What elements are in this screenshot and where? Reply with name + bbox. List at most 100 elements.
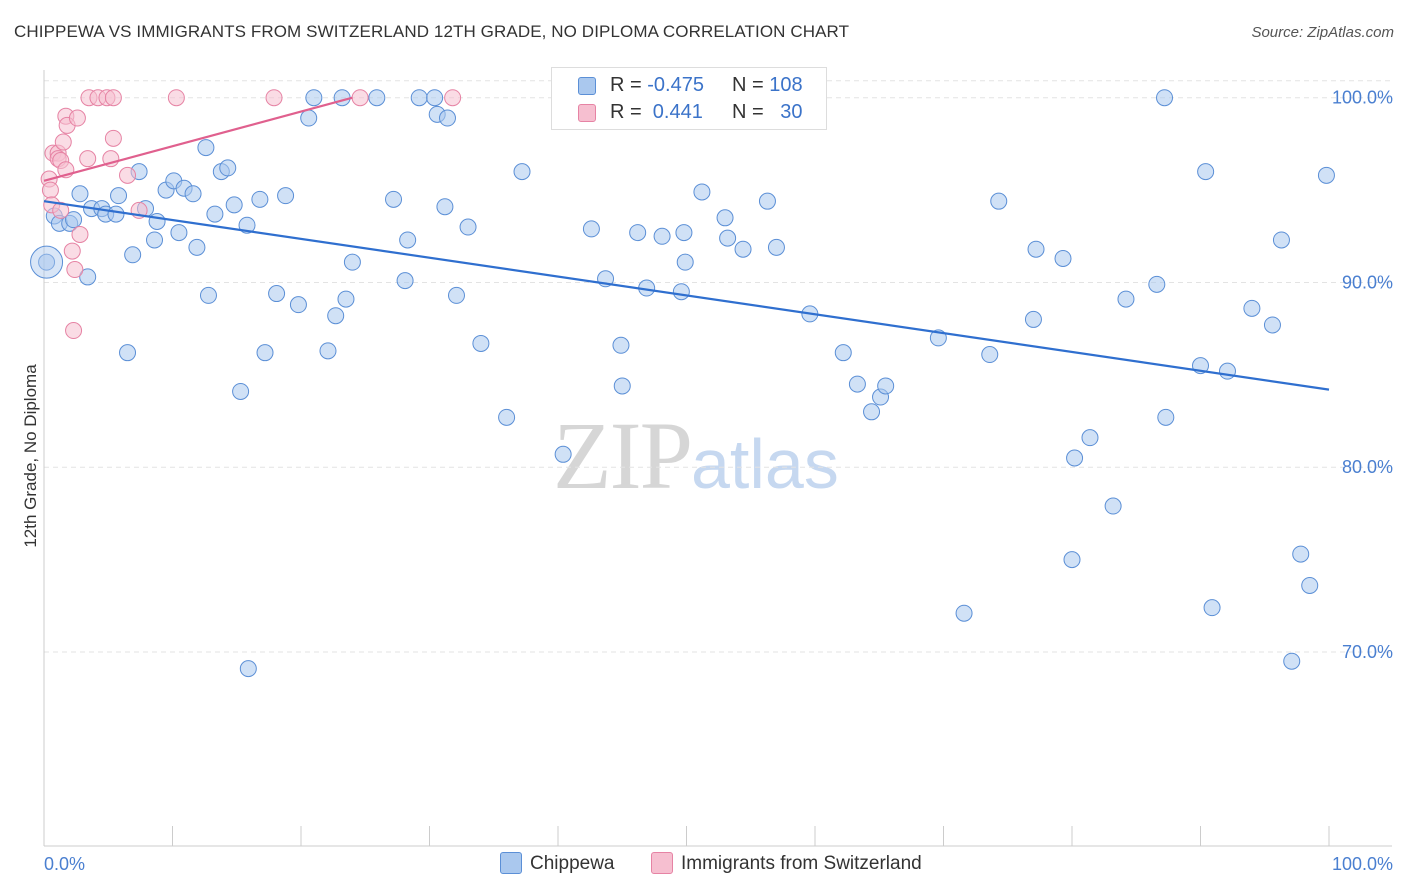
y-tick-label: 80.0%: [1342, 457, 1393, 477]
n-label: N =: [732, 101, 770, 123]
chippewa-point: [1063, 551, 1081, 569]
y-tick-label: 100.0%: [1332, 88, 1393, 108]
chippewa-point: [990, 192, 1008, 210]
swiss-point: [52, 201, 70, 219]
swiss-point: [71, 225, 89, 243]
chippewa-point: [498, 408, 516, 426]
chippewa-point: [758, 192, 776, 210]
chippewa-point: [300, 109, 318, 127]
chippewa-point: [110, 187, 128, 205]
chippewa-point: [256, 344, 274, 362]
swiss-point: [79, 150, 97, 168]
chippewa-point: [734, 240, 752, 258]
chippewa-point: [268, 285, 286, 303]
source-credit: Source: ZipAtlas.com: [1251, 24, 1394, 41]
chippewa-point: [438, 109, 456, 127]
chippewa-point: [472, 334, 490, 352]
stats-legend: R = -0.475 N = 108 R = 0.441 N = 30: [551, 67, 827, 130]
chippewa-point: [343, 253, 361, 271]
chippewa-point: [337, 290, 355, 308]
chippewa-trend-line: [43, 200, 1330, 391]
swiss-points: [40, 89, 462, 340]
gridlines: [44, 80, 1392, 653]
swiss-trend-line: [43, 96, 353, 182]
chippewa-point: [1283, 652, 1301, 670]
chippewa-point: [333, 89, 351, 107]
chippewa-point: [79, 268, 97, 286]
swiss-point: [65, 322, 83, 340]
r-value: -0.475: [647, 74, 704, 96]
legend-label-chippewa: Chippewa: [530, 853, 615, 874]
chippewa-point: [554, 445, 572, 463]
swiss-point: [66, 261, 84, 279]
x-ticks: [43, 826, 1330, 846]
chippewa-point: [436, 198, 454, 216]
chippewa-point: [981, 346, 999, 364]
chippewa-point: [613, 377, 631, 395]
swiss-point: [444, 89, 462, 107]
chippewa-point: [197, 139, 215, 157]
chippewa-point: [675, 224, 693, 242]
chippewa-point: [71, 185, 89, 203]
chippewa-point: [1218, 362, 1236, 380]
n-value: 108: [769, 74, 803, 96]
legend-swatch-chippewa: [578, 77, 596, 95]
chippewa-point: [385, 190, 403, 208]
chippewa-point: [1157, 408, 1175, 426]
chippewa-point: [327, 307, 345, 325]
chippewa-point: [119, 344, 137, 362]
swiss-point: [167, 89, 185, 107]
chippewa-point: [1272, 231, 1290, 249]
chippewa-point: [399, 231, 417, 249]
chippewa-point: [289, 296, 307, 314]
chippewa-point: [1156, 89, 1174, 107]
chippewa-point: [676, 253, 694, 271]
trend-lines: [43, 96, 1330, 391]
y-tick-labels: 70.0% 80.0% 90.0% 100.0%: [1332, 88, 1393, 662]
legend-swatch-swiss: [578, 104, 596, 122]
watermark-atlas: atlas: [691, 425, 839, 503]
y-axis-title: 12th Grade, No Diploma: [21, 364, 40, 548]
chippewa-point: [513, 163, 531, 181]
swiss-point: [265, 89, 283, 107]
swiss-point: [68, 109, 86, 127]
chippewa-point: [693, 183, 711, 201]
chippewa-point: [1263, 316, 1281, 334]
y-tick-label: 70.0%: [1342, 642, 1393, 662]
swiss-point: [104, 129, 122, 147]
chippewa-point: [277, 187, 295, 205]
x-tick-label-max: 100.0%: [1332, 854, 1393, 874]
swiss-point: [119, 166, 137, 184]
chippewa-point: [305, 89, 323, 107]
chippewa-point: [955, 604, 973, 622]
chippewa-point: [206, 205, 224, 223]
n-value: 30: [780, 101, 803, 123]
chippewa-point: [716, 209, 734, 227]
chippewa-point: [38, 253, 56, 271]
legend-item-chippewa: Chippewa: [500, 852, 615, 875]
chippewa-point: [1301, 576, 1319, 594]
r-label: R =: [610, 74, 648, 96]
chippewa-point: [239, 660, 257, 678]
chippewa-point: [447, 286, 465, 304]
chippewa-point: [653, 227, 671, 245]
chippewa-point: [582, 220, 600, 238]
chippewa-point: [1317, 166, 1335, 184]
series-legend: Chippewa Immigrants from Switzerland: [0, 852, 1406, 878]
chippewa-point: [1027, 240, 1045, 258]
legend-item-swiss: Immigrants from Switzerland: [651, 852, 922, 875]
chippewa-points: [30, 89, 1335, 678]
chippewa-point: [65, 211, 83, 229]
chippewa-point: [1243, 299, 1261, 317]
chippewa-point: [184, 185, 202, 203]
chippewa-point: [1054, 249, 1072, 267]
legend-n-swiss: N = 30: [732, 101, 803, 124]
chippewa-point: [232, 382, 250, 400]
chippewa-point-large: [30, 245, 64, 279]
r-value: 0.441: [647, 101, 703, 123]
chippewa-point: [1081, 429, 1099, 447]
chippewa-point: [219, 159, 237, 177]
chippewa-point: [1203, 599, 1221, 617]
chippewa-point: [410, 89, 428, 107]
chippewa-point: [170, 224, 188, 242]
